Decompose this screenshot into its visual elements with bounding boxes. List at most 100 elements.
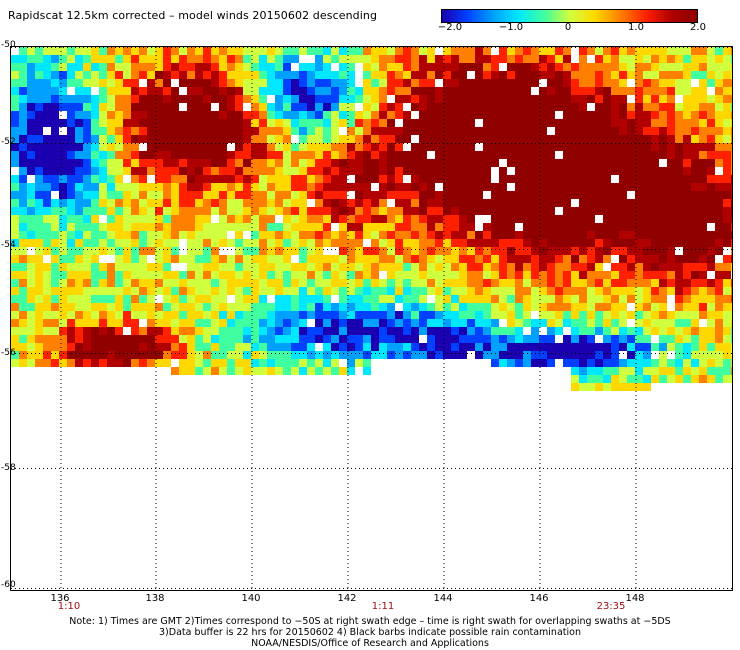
wind-cell (59, 143, 67, 151)
wind-cell (555, 279, 563, 287)
colorbar-label: 2.0 (690, 22, 706, 33)
wind-cell (579, 303, 587, 311)
wind-cell (379, 71, 387, 79)
wind-cell (259, 287, 267, 295)
latitude-label: -56 (1, 348, 16, 358)
wind-cell (659, 95, 667, 103)
wind-cell (115, 255, 123, 263)
wind-cell (139, 287, 147, 295)
wind-cell (515, 103, 523, 111)
wind-cell (43, 55, 51, 63)
wind-cell (171, 63, 179, 71)
wind-cell (251, 175, 259, 183)
wind-cell (691, 231, 699, 239)
wind-cell (115, 143, 123, 151)
wind-cell (83, 303, 91, 311)
wind-cell (139, 311, 147, 319)
wind-cell (123, 183, 131, 191)
wind-cell (675, 343, 683, 351)
wind-cell (19, 159, 27, 167)
wind-cell (187, 191, 195, 199)
wind-cell (467, 95, 475, 103)
wind-cell (171, 287, 179, 295)
colorbar (441, 9, 698, 23)
wind-cell (283, 135, 291, 143)
wind-cell (555, 159, 563, 167)
wind-cell (619, 383, 627, 391)
wind-cell (19, 143, 27, 151)
wind-cell (283, 199, 291, 207)
wind-cell (299, 327, 307, 335)
wind-cell (315, 279, 323, 287)
wind-cell (379, 279, 387, 287)
wind-cell (35, 119, 43, 127)
wind-cell (675, 127, 683, 135)
wind-cell (243, 95, 251, 103)
wind-cell (43, 215, 51, 223)
wind-cell (99, 279, 107, 287)
wind-cell (731, 151, 732, 159)
wind-cell (371, 231, 379, 239)
wind-cell (563, 303, 571, 311)
wind-cell (579, 167, 587, 175)
wind-cell (291, 279, 299, 287)
wind-cell (315, 223, 323, 231)
wind-cell (19, 343, 27, 351)
wind-cell (139, 271, 147, 279)
wind-cell (347, 111, 355, 119)
wind-cell (243, 367, 251, 375)
wind-cell (195, 143, 203, 151)
wind-cell (419, 127, 427, 135)
wind-cell (403, 159, 411, 167)
wind-cell (43, 175, 51, 183)
wind-cell (211, 319, 219, 327)
wind-cell (523, 63, 531, 71)
wind-cell (515, 311, 523, 319)
wind-cell (379, 87, 387, 95)
wind-cell (259, 343, 267, 351)
wind-cell (227, 351, 235, 359)
wind-cell (715, 335, 723, 343)
wind-cell (155, 151, 163, 159)
wind-cell (659, 127, 667, 135)
wind-cell (451, 215, 459, 223)
wind-cell (435, 191, 443, 199)
wind-cell (451, 127, 459, 135)
wind-cell (491, 63, 499, 71)
wind-cell (443, 103, 451, 111)
wind-cell (91, 215, 99, 223)
wind-cell (171, 279, 179, 287)
wind-cell (731, 231, 732, 239)
wind-cell (571, 279, 579, 287)
wind-cell (291, 343, 299, 351)
wind-cell (299, 351, 307, 359)
wind-cell (83, 335, 91, 343)
wind-cell (179, 223, 187, 231)
wind-cell (539, 279, 547, 287)
wind-cell (651, 375, 659, 383)
wind-cell (483, 143, 491, 151)
wind-cell (419, 247, 427, 255)
wind-cell (595, 159, 603, 167)
wind-cell (547, 63, 555, 71)
wind-cell (179, 55, 187, 63)
wind-cell (323, 159, 331, 167)
wind-cell (595, 191, 603, 199)
wind-cell (475, 311, 483, 319)
wind-cell (267, 103, 275, 111)
wind-cell (467, 255, 475, 263)
wind-cell (243, 175, 251, 183)
wind-cell (715, 55, 723, 63)
wind-cell (283, 167, 291, 175)
wind-cell (339, 223, 347, 231)
wind-cell (307, 215, 315, 223)
wind-cell (563, 55, 571, 63)
wind-cell (307, 327, 315, 335)
wind-cell (579, 311, 587, 319)
wind-cell (59, 311, 67, 319)
wind-cell (251, 159, 259, 167)
wind-cell (283, 303, 291, 311)
wind-cell (379, 287, 387, 295)
wind-cell (251, 87, 259, 95)
wind-cell (459, 287, 467, 295)
